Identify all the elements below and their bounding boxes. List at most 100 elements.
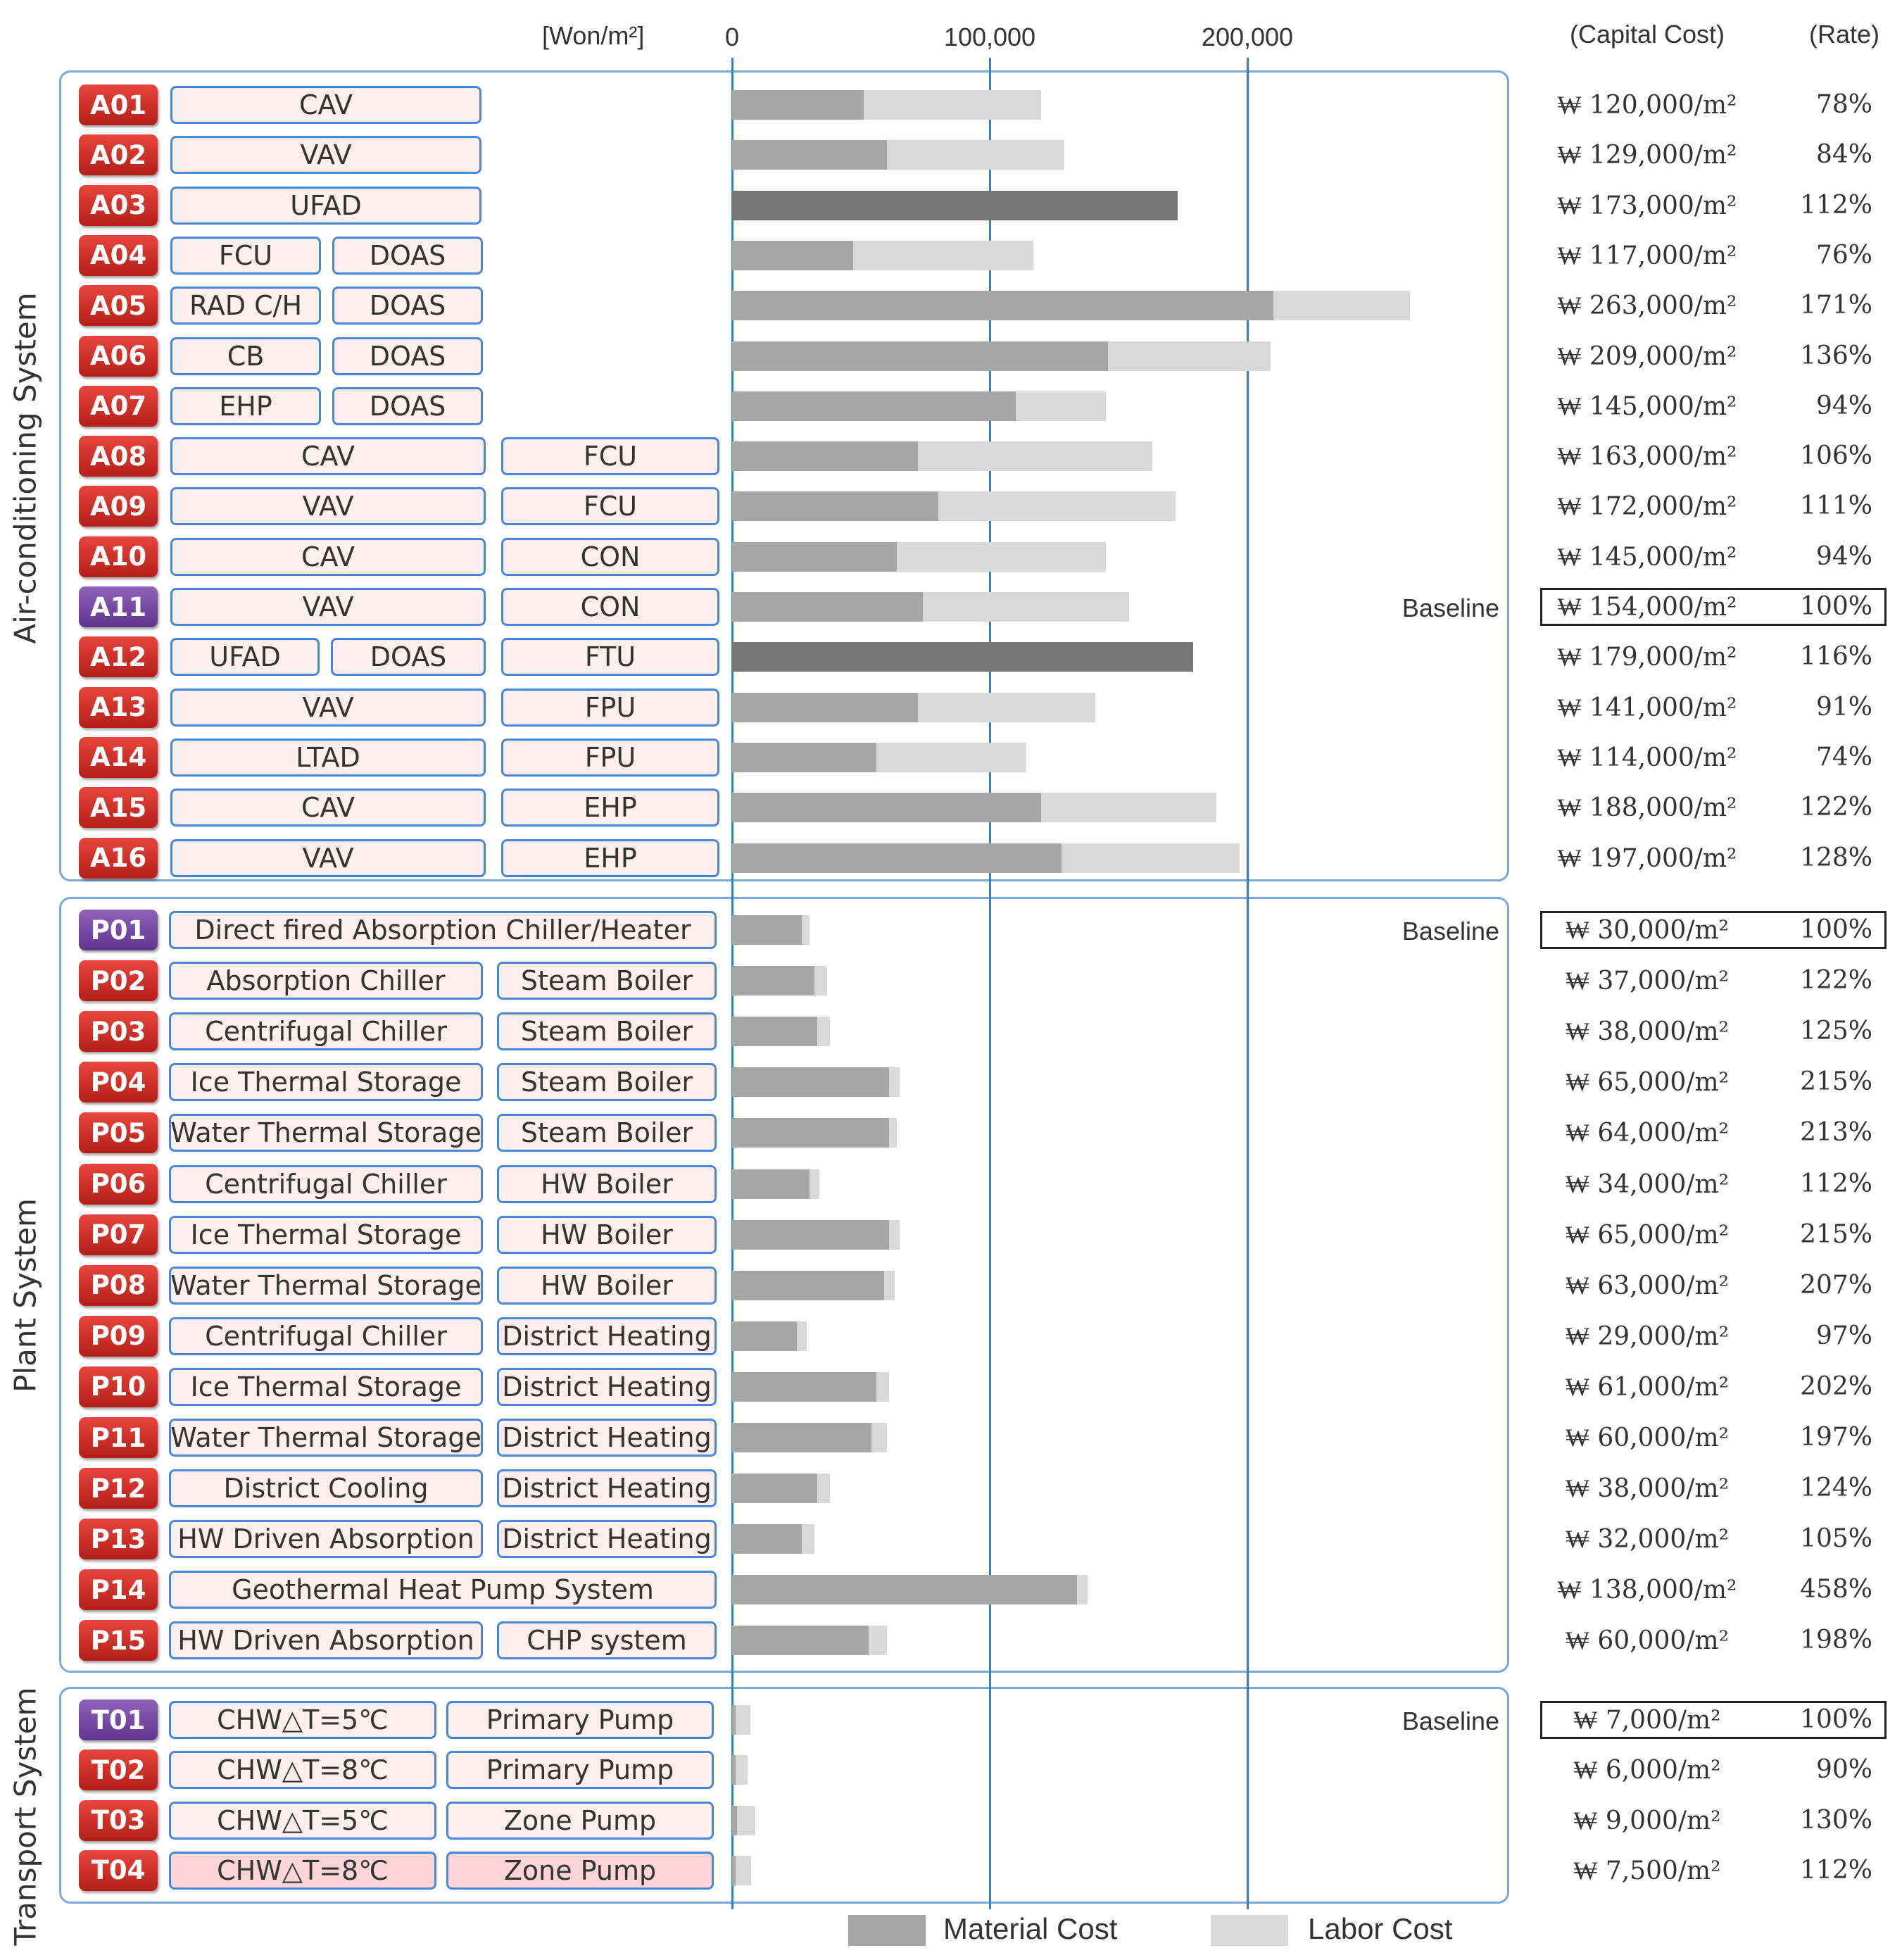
material-cost-bar xyxy=(732,140,887,170)
material-cost-bar xyxy=(732,1705,736,1735)
rate-value: 213% xyxy=(1800,1118,1872,1148)
row-id-badge: A02 xyxy=(79,134,158,176)
row-id-badge: A05 xyxy=(79,285,158,327)
component-box: Ice Thermal Storage xyxy=(169,1367,483,1406)
legend-material-label: Material Cost xyxy=(943,1912,1118,1945)
row-id-badge: P12 xyxy=(79,1468,158,1509)
component-box: EHP xyxy=(170,387,321,425)
rate-value: 124% xyxy=(1800,1474,1872,1503)
row-id-badge: A08 xyxy=(79,436,158,477)
legend-labor-swatch xyxy=(1211,1915,1288,1946)
material-cost-bar xyxy=(732,1118,890,1148)
labor-cost-bar xyxy=(1077,1575,1088,1605)
component-box: DOAS xyxy=(332,337,483,375)
component-box: Zone Pump xyxy=(446,1801,714,1840)
component-box: HW Driven Absorption xyxy=(169,1520,483,1559)
row-id-badge: P03 xyxy=(79,1011,158,1053)
row-id-badge: P01 xyxy=(79,910,158,950)
material-cost-bar xyxy=(732,1423,871,1452)
capital-cost-value: ₩ 188,000/m² xyxy=(1557,793,1737,823)
axis-tick-label: 200,000 xyxy=(1201,23,1294,51)
capital-cost-value: ₩ 29,000/m² xyxy=(1565,1321,1730,1351)
labor-cost-bar xyxy=(853,240,1034,270)
row-id-badge: P06 xyxy=(79,1163,158,1205)
rate-value: 122% xyxy=(1800,966,1872,995)
component-box: Water Thermal Storage xyxy=(169,1266,483,1305)
material-cost-bar xyxy=(732,692,918,722)
component-box: Steam Boiler xyxy=(497,1114,717,1152)
capital-cost-value: ₩ 65,000/m² xyxy=(1565,1220,1730,1250)
row-id-badge: T04 xyxy=(79,1849,158,1891)
capital-cost-value: ₩ 197,000/m² xyxy=(1557,843,1737,873)
component-box: FCU xyxy=(501,487,719,526)
capital-cost-value: ₩ 209,000/m² xyxy=(1557,341,1737,371)
legend-labor-label: Labor Cost xyxy=(1308,1912,1453,1945)
component-box: DOAS xyxy=(332,287,483,325)
capital-cost-value: ₩ 179,000/m² xyxy=(1557,643,1737,672)
capital-cost-value: ₩ 117,000/m² xyxy=(1557,241,1737,270)
labor-cost-bar xyxy=(889,1219,900,1250)
material-cost-bar xyxy=(732,1270,884,1300)
rate-value: 74% xyxy=(1815,742,1872,772)
labor-cost-bar xyxy=(801,1524,815,1554)
component-box: CAV xyxy=(170,537,486,576)
component-box: Absorption Chiller xyxy=(169,962,483,1000)
material-cost-bar xyxy=(732,491,938,522)
row-id-badge: A15 xyxy=(79,787,158,829)
material-cost-bar xyxy=(732,966,815,996)
row-id-badge: P02 xyxy=(79,960,158,1002)
capital-cost-value: ₩ 37,000/m² xyxy=(1565,967,1730,996)
component-box: CHW△T=8℃ xyxy=(169,1851,436,1890)
component-box: Steam Boiler xyxy=(497,1012,717,1051)
material-cost-bar xyxy=(732,541,898,572)
material-cost-bar xyxy=(732,1067,890,1098)
component-box: Steam Boiler xyxy=(497,962,717,1000)
rate-value: 90% xyxy=(1815,1755,1872,1785)
labor-cost-bar xyxy=(1015,391,1106,421)
component-box: HW Boiler xyxy=(497,1266,717,1305)
material-cost-bar xyxy=(732,1805,738,1835)
capital-cost-value: ₩ 60,000/m² xyxy=(1565,1424,1730,1452)
component-box: Centrifugal Chiller xyxy=(169,1317,483,1355)
rate-value: 130% xyxy=(1800,1805,1872,1835)
material-cost-bar xyxy=(732,793,1042,823)
row-id-badge: A14 xyxy=(79,736,158,778)
material-cost-bar xyxy=(732,441,918,472)
capital-cost-value: ₩ 6,000/m² xyxy=(1573,1756,1721,1785)
rate-value: 100% xyxy=(1800,915,1872,944)
capital-cost-header: (Capital Cost) xyxy=(1569,20,1725,49)
capital-cost-value: ₩ 141,000/m² xyxy=(1557,693,1737,722)
baseline-label: Baseline xyxy=(1402,1707,1499,1735)
baseline-label: Baseline xyxy=(1402,917,1499,946)
row-id-badge: A11 xyxy=(79,586,158,627)
rate-value: 105% xyxy=(1800,1524,1872,1554)
component-box: CHP system xyxy=(497,1621,717,1660)
row-id-badge: A03 xyxy=(79,184,158,226)
component-box: Water Thermal Storage xyxy=(169,1114,483,1152)
rate-value: 76% xyxy=(1815,240,1872,270)
rate-value: 215% xyxy=(1800,1219,1872,1249)
component-box: UFAD xyxy=(170,638,320,677)
labor-cost-bar xyxy=(737,1805,755,1835)
rate-value: 215% xyxy=(1800,1067,1872,1097)
row-id-badge: A13 xyxy=(79,686,158,728)
labor-cost-bar xyxy=(938,491,1176,522)
capital-cost-value: ₩ 34,000/m² xyxy=(1565,1169,1730,1199)
material-cost-bar xyxy=(732,592,923,622)
component-box: Geothermal Heat Pump System xyxy=(169,1571,717,1609)
row-id-badge: A10 xyxy=(79,536,158,577)
component-box: Centrifugal Chiller xyxy=(169,1012,483,1051)
labor-cost-bar xyxy=(809,1169,820,1199)
component-box: FCU xyxy=(170,236,321,275)
material-cost-bar xyxy=(732,1524,802,1554)
rate-value: 125% xyxy=(1800,1017,1872,1046)
row-id-badge: A12 xyxy=(79,636,158,678)
labor-cost-bar xyxy=(868,1626,887,1656)
baseline-highlight-box xyxy=(1540,1701,1887,1739)
material-cost-bar xyxy=(732,391,1016,421)
material-cost-bar xyxy=(732,1219,890,1250)
row-id-badge: T03 xyxy=(79,1799,158,1841)
component-box: Centrifugal Chiller xyxy=(169,1164,483,1203)
row-id-badge: P14 xyxy=(79,1569,158,1611)
capital-cost-value: ₩ 7,000/m² xyxy=(1573,1706,1721,1735)
